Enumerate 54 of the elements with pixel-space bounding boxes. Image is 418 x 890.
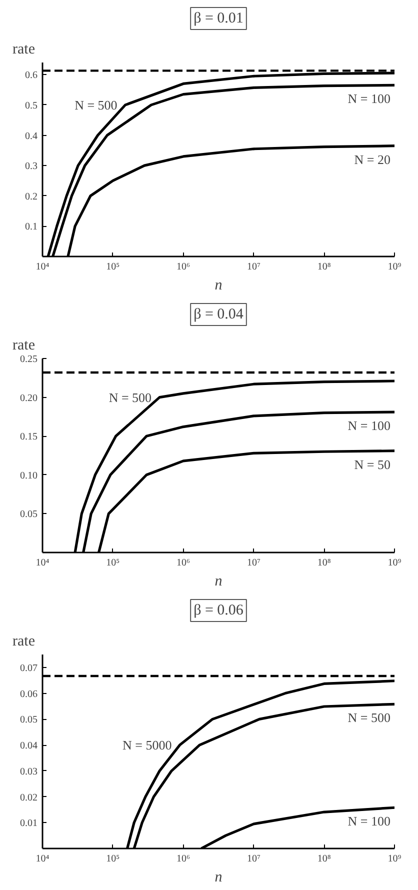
x-tick-label: 10⁴: [36, 262, 50, 272]
y-axis-title: rate: [12, 338, 36, 354]
x-axis-title: n: [214, 574, 222, 590]
annotation: N = 100: [348, 418, 391, 434]
x-axis-title: n: [214, 278, 222, 294]
y-tick-label: 0.25: [20, 354, 38, 365]
y-tick-label: 0.05: [20, 714, 38, 726]
y-tick-label: 0.02: [20, 792, 38, 804]
x-tick-label: 10⁵: [106, 558, 120, 568]
x-tick-label: 10⁵: [106, 854, 120, 864]
x-tick-label: 10⁸: [317, 558, 332, 568]
x-axis-title: n: [214, 870, 222, 886]
chart-title: β = 0.06: [194, 602, 244, 618]
y-tick-label: 0.20: [20, 392, 38, 404]
x-tick-label: 10⁹: [388, 854, 402, 864]
y-tick-label: 0.3: [25, 161, 38, 172]
y-tick-label: 0.07: [20, 662, 38, 674]
x-tick-label: 10⁷: [246, 558, 261, 568]
y-tick-label: 0.15: [20, 432, 38, 443]
y-tick-label: 0.1: [25, 222, 38, 233]
annotation: N = 100: [348, 91, 391, 106]
y-axis-title: rate: [12, 42, 36, 58]
y-tick-label: 0.10: [20, 470, 38, 482]
annotation: N = 50: [354, 456, 391, 472]
x-tick-label: 10⁷: [246, 262, 261, 272]
x-tick-label: 10⁶: [176, 854, 191, 864]
x-tick-label: 10⁴: [36, 558, 50, 568]
x-tick-label: 10⁹: [388, 558, 402, 568]
annotation: N = 500: [348, 710, 391, 726]
y-tick-label: 0.6: [25, 70, 38, 82]
annotation: N = 5000: [122, 738, 172, 753]
chart-title: β = 0.01: [194, 10, 244, 26]
y-tick-label: 0.4: [25, 130, 38, 142]
y-tick-label: 0.2: [25, 191, 38, 202]
y-tick-label: 0.5: [25, 100, 38, 112]
chart-title: β = 0.04: [194, 306, 244, 322]
y-tick-label: 0.03: [20, 766, 38, 778]
annotation: N = 500: [74, 97, 118, 112]
x-tick-label: 10⁷: [246, 854, 261, 864]
y-axis-title: rate: [12, 634, 36, 650]
y-tick-label: 0.04: [20, 740, 38, 752]
annotation: N = 20: [354, 152, 391, 167]
x-tick-label: 10⁶: [176, 558, 191, 568]
y-tick-label: 0.05: [20, 509, 38, 520]
x-tick-label: 10⁸: [317, 262, 332, 272]
x-tick-label: 10⁹: [388, 262, 402, 272]
x-tick-label: 10⁶: [176, 262, 191, 272]
y-tick-label: 0.06: [20, 688, 38, 700]
annotation: N = 500: [108, 390, 152, 405]
x-tick-label: 10⁴: [36, 854, 50, 864]
y-tick-label: 0.01: [20, 818, 38, 830]
x-tick-label: 10⁵: [106, 262, 120, 272]
annotation: N = 100: [348, 814, 391, 829]
x-tick-label: 10⁸: [317, 854, 332, 864]
